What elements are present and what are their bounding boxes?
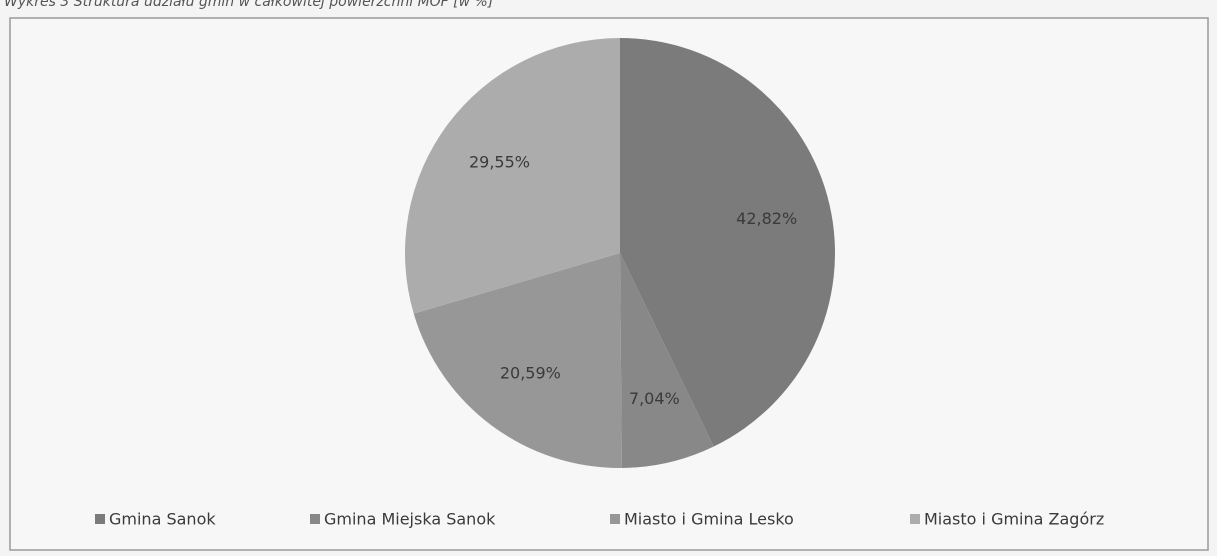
pie-slice [413,253,622,468]
pie-slice [620,38,836,447]
data-label: 42,82% [736,209,797,228]
data-label: 20,59% [500,363,561,382]
legend-swatch [310,514,320,524]
legend-swatch [610,514,620,524]
legend-label: Gmina Miejska Sanok [324,510,496,529]
pie-slice [405,38,620,314]
legend-swatch [95,514,105,524]
legend-swatch [910,514,920,524]
pie-slice [620,253,714,468]
chart-title: Wykres 3 Struktura udziału gmin w całkow… [4,0,493,10]
legend-label: Gmina Sanok [109,510,216,529]
data-label: 29,55% [469,152,530,171]
data-label: 7,04% [629,389,680,408]
legend-label: Miasto i Gmina Zagórz [924,510,1104,529]
legend-label: Miasto i Gmina Lesko [624,510,794,529]
